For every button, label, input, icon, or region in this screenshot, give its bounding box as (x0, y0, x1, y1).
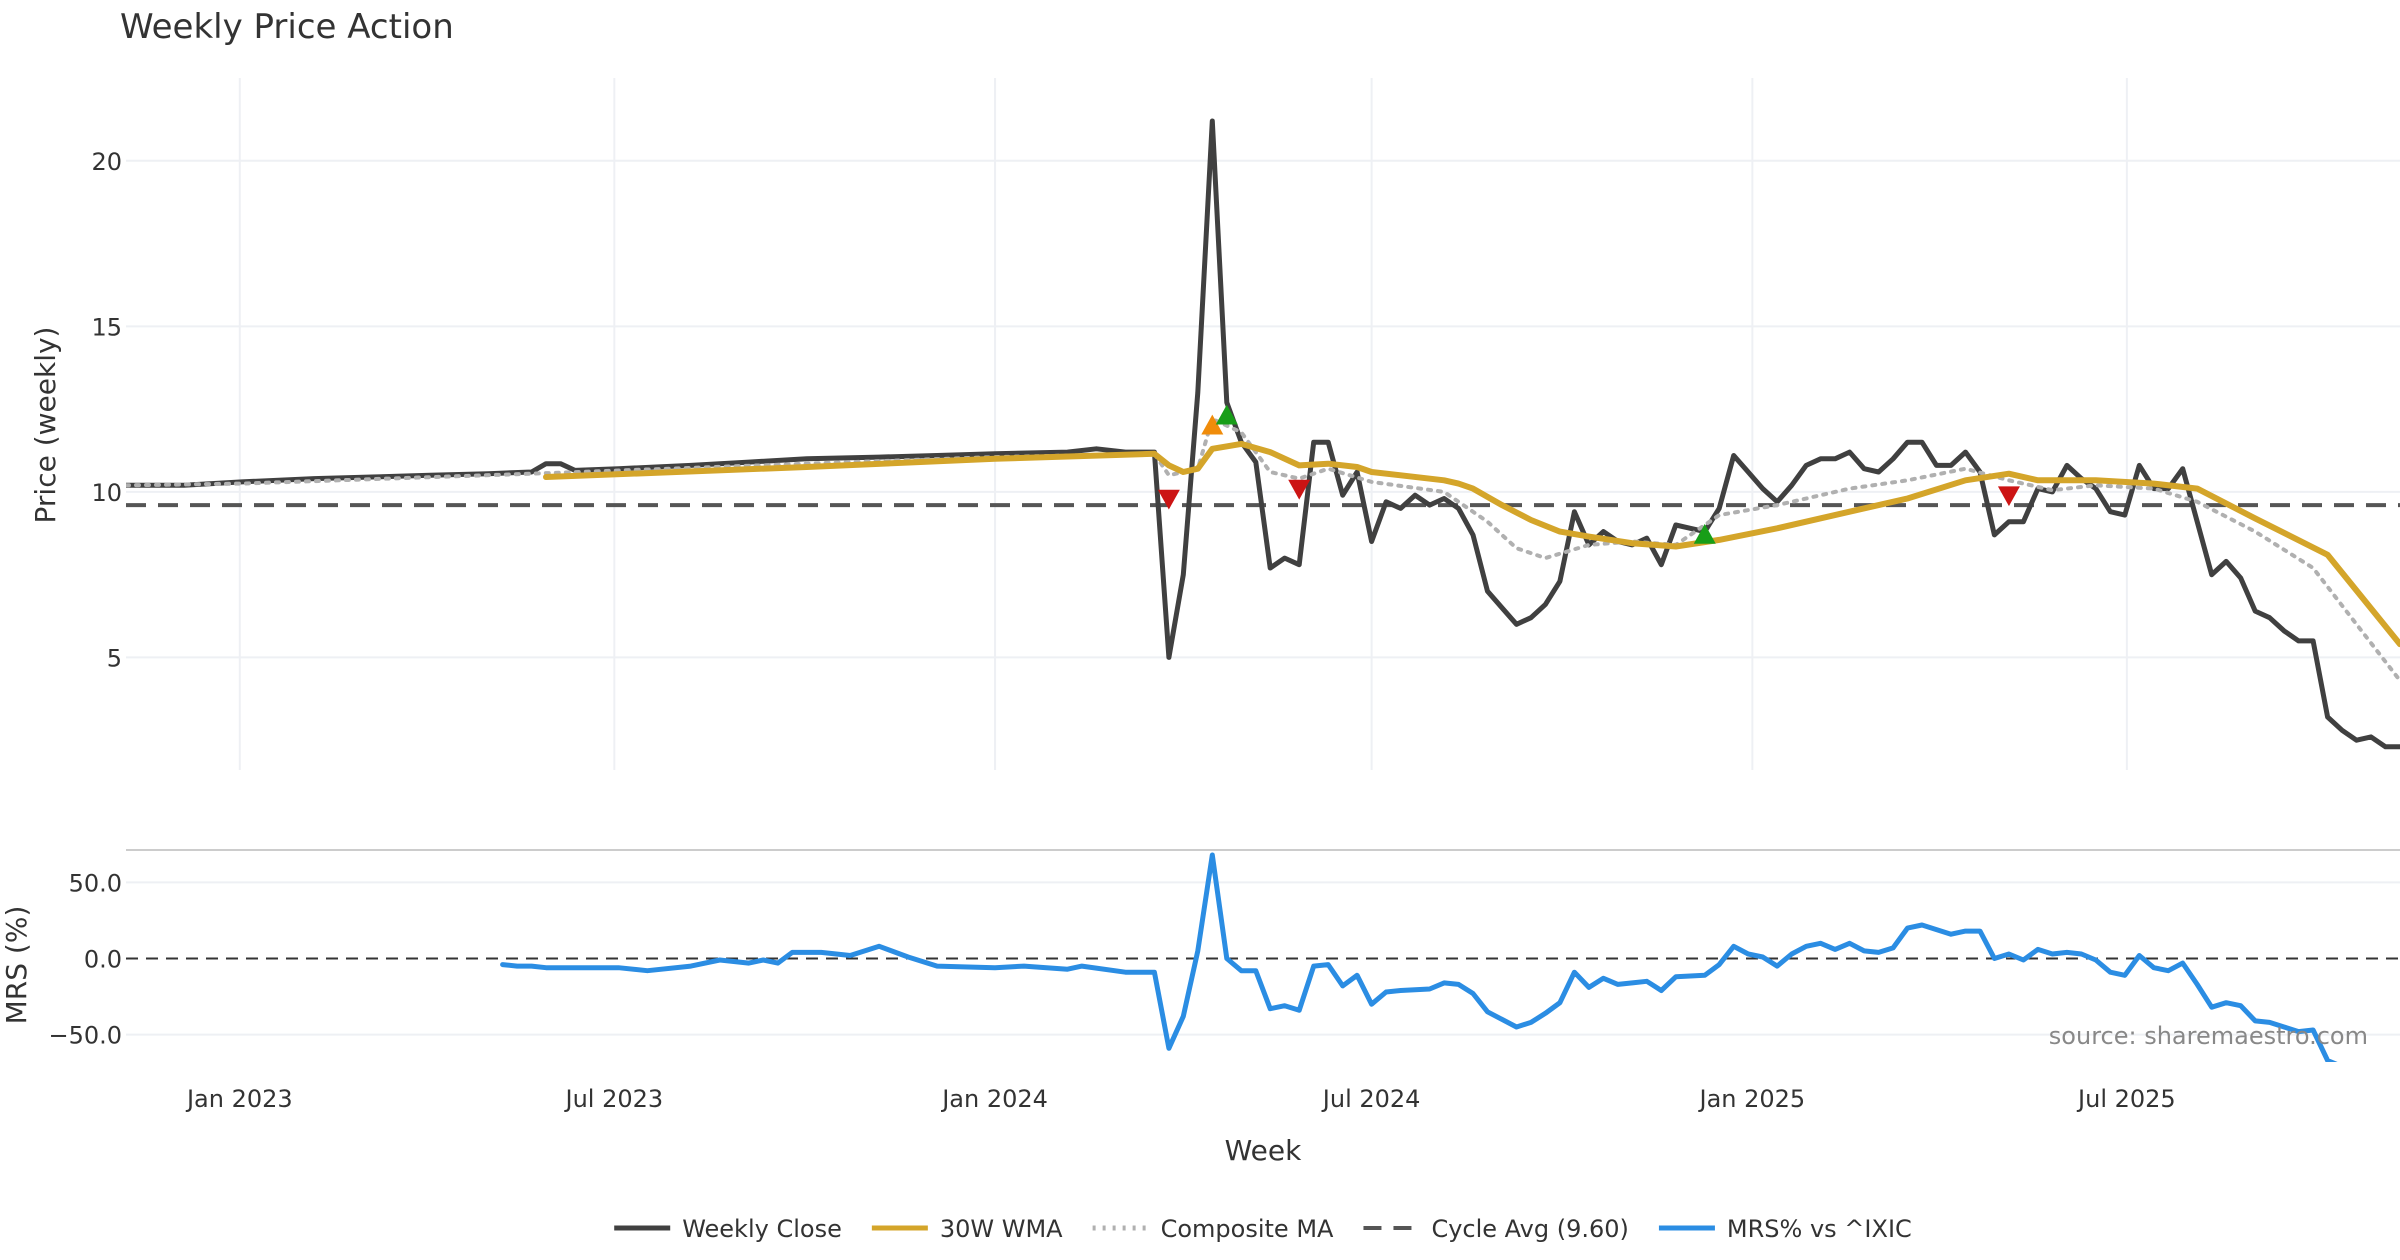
signal-markers (1157, 404, 2020, 544)
x-ticks: Jan 2023 Jul 2023 Jan 2024 Jul 2024 Jan 2025… (185, 1085, 2176, 1113)
x-tick-label: Jan 2024 (940, 1085, 1048, 1113)
x-tick-label: Jul 2025 (2076, 1085, 2176, 1113)
legend-label: 30W WMA (940, 1215, 1063, 1243)
legend: Weekly Close 30W WMA Composite MA Cycle Avg… (614, 1215, 1912, 1243)
legend-item: MRS% vs ^IXIC (1658, 1215, 1912, 1243)
price-y-tick-label: 10 (91, 479, 122, 507)
legend-item: Weekly Close (614, 1215, 842, 1243)
x-tick-label: Jul 2024 (1321, 1085, 1421, 1113)
series-composite-ma (126, 417, 2400, 683)
legend-item: Cycle Avg (9.60) (1363, 1215, 1629, 1243)
x-tick-label: Jan 2023 (185, 1085, 293, 1113)
price-y-tick-label: 20 (91, 148, 122, 176)
series-mrs (500, 852, 2338, 1062)
legend-item: Composite MA (1092, 1215, 1334, 1243)
mrs-y-tick-label: 0.0 (84, 946, 122, 974)
source-note: source: sharemaestro.com (2049, 1022, 2368, 1050)
legend-item: 30W WMA (871, 1215, 1063, 1243)
legend-label: Weekly Close (682, 1215, 842, 1243)
x-axis-label: Week (1225, 1134, 1302, 1167)
price-y-axis-label: Price (weekly) (29, 327, 62, 524)
mrs-y-axis-label: MRS (%) (0, 906, 33, 1025)
signal-up-marker (1215, 404, 1238, 425)
mrs-gridlines (126, 881, 2400, 1036)
chart-title: Weekly Price Action (120, 7, 454, 47)
signal-down-marker (1997, 486, 2020, 507)
series-weekly-close (126, 118, 2400, 750)
mrs-plot-area (126, 852, 2400, 1062)
x-tick-label: Jul 2023 (563, 1085, 663, 1113)
mrs-y-tick-label: −50.0 (48, 1022, 122, 1050)
legend-label: Composite MA (1161, 1215, 1334, 1243)
price-gridlines (126, 78, 2400, 770)
price-y-tick-label: 5 (107, 644, 122, 672)
signal-up-marker (1693, 523, 1716, 544)
signal-down-marker (1288, 479, 1311, 500)
series-30w-wma (543, 440, 2400, 648)
mrs-y-tick-label: 50.0 (69, 869, 122, 897)
x-tick-label: Jan 2025 (1698, 1085, 1806, 1113)
signal-down-marker (1157, 489, 1180, 510)
mrs-y-ticks: 50.0 0.0 −50.0 (48, 869, 122, 1049)
signal-up-marker (1201, 414, 1224, 435)
legend-label: Cycle Avg (9.60) (1431, 1215, 1628, 1243)
legend-label: MRS% vs ^IXIC (1727, 1215, 1912, 1243)
price-y-ticks: 5 10 15 20 (91, 148, 122, 673)
price-plot-area (126, 118, 2400, 750)
price-y-tick-label: 15 (91, 313, 122, 341)
